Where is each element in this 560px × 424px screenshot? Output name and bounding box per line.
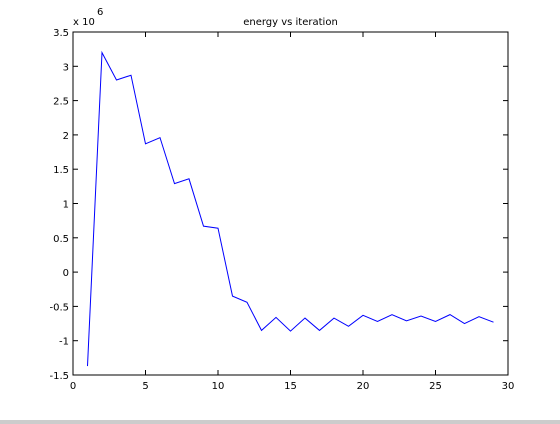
- energy-data-point: [203, 226, 204, 227]
- axis-ticks: 0 5 10 15 20 25 30 -1.5 -1 -0.5 0 0.5 1 1.5 2 2.5 3 3.5: [49, 28, 514, 392]
- energy-data-point: [319, 330, 320, 331]
- energy-data-point: [377, 321, 378, 322]
- y-multiplier-base: x 10: [73, 17, 95, 28]
- energy-data-point: [217, 228, 218, 229]
- energy-data-point: [261, 330, 262, 331]
- energy-data-point: [348, 326, 349, 327]
- y-tick-label: -1.5: [49, 371, 69, 382]
- y-tick-label: 3.5: [53, 28, 69, 39]
- x-tick-label: 15: [284, 381, 297, 392]
- energy-data-point: [449, 314, 450, 315]
- y-tick-label: 2.5: [53, 97, 69, 108]
- energy-data-point: [116, 79, 117, 80]
- energy-data-point: [188, 178, 189, 179]
- energy-data-point: [145, 143, 146, 144]
- x-tick-label: 10: [212, 381, 225, 392]
- x-tick-label: 0: [70, 381, 76, 392]
- y-tick-label: -1: [59, 337, 69, 348]
- y-tick-label: 1.5: [53, 165, 69, 176]
- energy-data-point: [362, 315, 363, 316]
- energy-data-point: [304, 317, 305, 318]
- energy-data-point: [391, 314, 392, 315]
- y-tick-label: 0: [63, 268, 69, 279]
- energy-data-point: [464, 323, 465, 324]
- energy-data-point: [130, 75, 131, 76]
- energy-data-point: [246, 302, 247, 303]
- energy-data-point: [493, 322, 494, 323]
- energy-data-point: [420, 315, 421, 316]
- x-tick-label: 20: [357, 381, 370, 392]
- y-tick-label: -0.5: [49, 302, 69, 313]
- energy-data-point: [333, 317, 334, 318]
- energy-data-point: [406, 320, 407, 321]
- energy-series-line: [87, 50, 494, 367]
- energy-data-point: [290, 330, 291, 331]
- energy-data-point: [174, 183, 175, 184]
- energy-data-point: [435, 321, 436, 322]
- x-tick-label: 5: [142, 381, 148, 392]
- energy-data-point: [275, 317, 276, 318]
- y-multiplier-exponent: 6: [97, 7, 103, 18]
- x-tick-label: 30: [502, 381, 515, 392]
- x-tick-label: 25: [429, 381, 442, 392]
- y-tick-label: 1: [63, 200, 69, 211]
- data-series: [87, 50, 494, 367]
- energy-data-point: [87, 365, 88, 366]
- y-tick-label: 3: [63, 62, 69, 73]
- energy-data-point: [232, 296, 233, 297]
- plot-frame: [72, 31, 509, 376]
- y-tick-label: 0.5: [53, 234, 69, 245]
- chart-title: energy vs iteration: [243, 17, 338, 28]
- energy-data-point: [101, 52, 102, 53]
- energy-data-point: [478, 316, 479, 317]
- plot-area: [73, 32, 508, 375]
- y-tick-label: 2: [63, 131, 69, 142]
- energy-data-point: [159, 137, 160, 138]
